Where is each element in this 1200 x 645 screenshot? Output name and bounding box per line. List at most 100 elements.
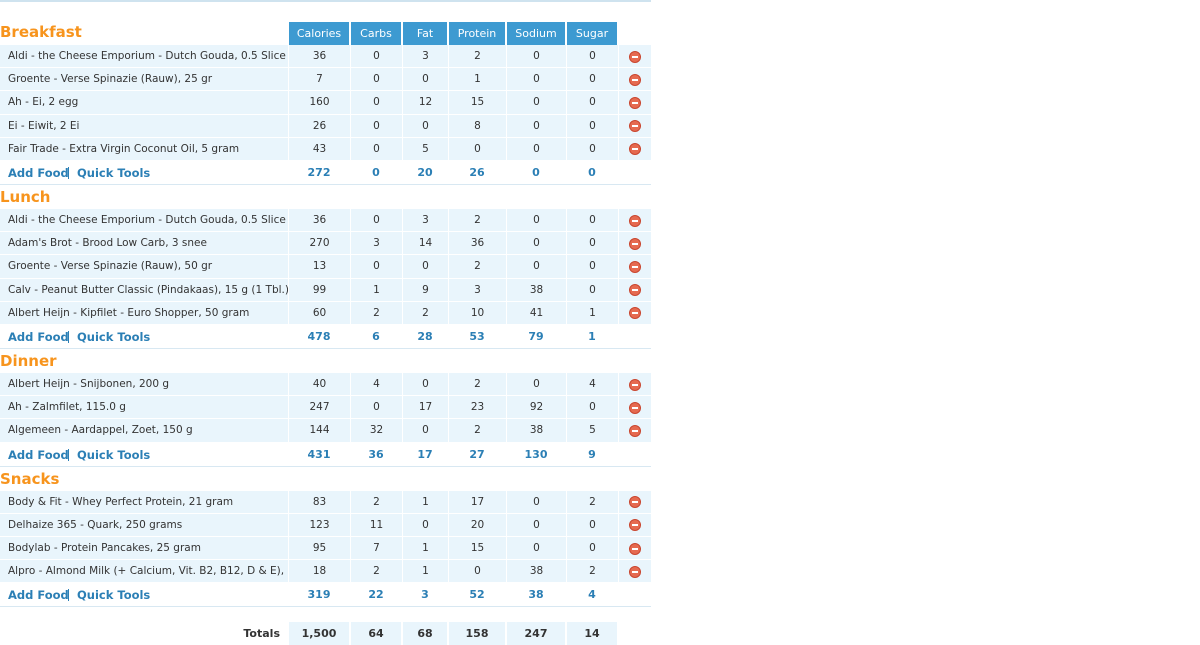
remove-button[interactable] <box>629 120 641 133</box>
meal-total: 6 <box>372 330 380 343</box>
column-header: Fat <box>403 22 447 45</box>
meal-total: 272 <box>307 166 331 179</box>
meal-summary-row <box>0 161 651 185</box>
grand-total: 247 <box>507 622 565 645</box>
nutrient-value: 23 <box>448 396 506 420</box>
quick-tools-link[interactable]: Quick Tools <box>77 166 151 180</box>
add-food-link[interactable]: Add Food <box>8 447 68 462</box>
meal-title: Breakfast <box>0 23 82 41</box>
food-name: Ei - Eiwit, 2 Ei <box>0 114 288 138</box>
nutrient-value: 160 <box>288 91 350 115</box>
remove-button[interactable] <box>629 424 641 437</box>
nutrient-value: 0 <box>448 560 506 584</box>
meal-total: 0 <box>588 166 596 179</box>
nutrient-value: 0 <box>506 209 566 233</box>
remove-button[interactable] <box>629 542 641 555</box>
nutrient-value: 3 <box>402 45 448 69</box>
remove-button[interactable] <box>629 96 641 109</box>
food-name: Aldi - the Cheese Emporium - Dutch Gouda… <box>0 209 288 233</box>
nutrient-value: 18 <box>288 560 350 584</box>
meal-title: Dinner <box>0 352 57 370</box>
food-name: Albert Heijn - Kipfilet - Euro Shopper, … <box>0 301 288 325</box>
nutrient-value: 0 <box>402 255 448 279</box>
nutrient-value: 38 <box>506 419 566 443</box>
totals-label: Totals <box>243 627 280 640</box>
nutrient-value: 0 <box>506 114 566 138</box>
nutrient-value: 0 <box>506 537 566 561</box>
nutrient-value: 2 <box>448 45 506 69</box>
column-header: Sugar <box>567 22 617 45</box>
nutrient-value: 7 <box>288 68 350 92</box>
quick-tools-link[interactable]: Quick Tools <box>77 330 151 344</box>
nutrient-value: 0 <box>566 68 618 92</box>
grand-total: 1,500 <box>289 622 349 645</box>
nutrient-value: 0 <box>566 137 618 161</box>
nutrient-value: 36 <box>288 209 350 233</box>
nutrient-value: 20 <box>448 513 506 537</box>
add-food-link[interactable]: Add Food <box>8 166 68 180</box>
meal-total: 22 <box>368 588 384 602</box>
nutrient-value: 0 <box>506 513 566 537</box>
divider <box>68 331 69 343</box>
nutrient-value: 1 <box>402 537 448 561</box>
remove-button[interactable] <box>629 378 641 391</box>
nutrient-value: 2 <box>448 419 506 443</box>
remove-button[interactable] <box>629 143 641 156</box>
nutrient-value: 0 <box>402 68 448 92</box>
nutrient-value: 40 <box>288 373 350 397</box>
nutrient-value: 0 <box>506 373 566 397</box>
meal-total: 4 <box>588 588 596 602</box>
nutrient-value: 4 <box>566 373 618 397</box>
quick-tools-link[interactable]: Quick Tools <box>77 447 151 462</box>
meal-total: 28 <box>417 330 433 343</box>
nutrient-value: 17 <box>402 396 448 420</box>
food-name: Alpro - Almond Milk (+ Calcium, Vit. B2,… <box>0 560 288 584</box>
remove-button[interactable] <box>629 284 641 297</box>
meal-total: 3 <box>421 588 429 602</box>
divider <box>68 448 69 461</box>
quick-tools-link[interactable]: Quick Tools <box>77 588 151 603</box>
nutrient-value: 12 <box>402 91 448 115</box>
nutrient-value: 36 <box>448 232 506 256</box>
nutrient-value: 0 <box>350 68 402 92</box>
nutrient-value: 1 <box>402 490 448 514</box>
remove-button[interactable] <box>629 237 641 250</box>
remove-button[interactable] <box>629 401 641 414</box>
nutrient-value: 0 <box>506 45 566 69</box>
remove-button[interactable] <box>629 307 641 320</box>
remove-button[interactable] <box>629 73 641 86</box>
nutrient-value: 0 <box>402 513 448 537</box>
nutrient-value: 0 <box>506 137 566 161</box>
nutrient-value: 0 <box>506 255 566 279</box>
remove-button[interactable] <box>629 496 641 509</box>
remove-button[interactable] <box>629 50 641 63</box>
remove-button[interactable] <box>629 565 641 578</box>
column-header: Protein <box>449 22 505 45</box>
food-name: Delhaize 365 - Quark, 250 grams <box>0 513 288 537</box>
remove-button[interactable] <box>629 260 641 273</box>
nutrient-value: 9 <box>402 278 448 302</box>
nutrient-value: 144 <box>288 419 350 443</box>
nutrient-value: 0 <box>402 419 448 443</box>
meal-total: 27 <box>469 447 485 461</box>
nutrient-value: 5 <box>402 137 448 161</box>
food-name: Ah - Zalmfilet, 115.0 g <box>0 396 288 420</box>
meal-total: 478 <box>307 330 331 343</box>
meal-total: 17 <box>417 447 433 461</box>
add-food-link[interactable]: Add Food <box>8 330 68 344</box>
nutrient-value: 0 <box>506 68 566 92</box>
nutrient-value: 10 <box>448 301 506 325</box>
add-food-link[interactable]: Add Food <box>8 588 68 603</box>
nutrient-value: 2 <box>566 560 618 584</box>
meal-title: Lunch <box>0 188 51 206</box>
remove-button[interactable] <box>629 214 641 227</box>
nutrient-value: 3 <box>448 278 506 302</box>
nutrient-value: 0 <box>402 373 448 397</box>
nutrient-value: 0 <box>566 537 618 561</box>
meal-total: 52 <box>469 588 485 602</box>
nutrient-value: 247 <box>288 396 350 420</box>
remove-button[interactable] <box>629 519 641 532</box>
nutrient-value: 0 <box>506 91 566 115</box>
nutrient-value: 1 <box>350 278 402 302</box>
